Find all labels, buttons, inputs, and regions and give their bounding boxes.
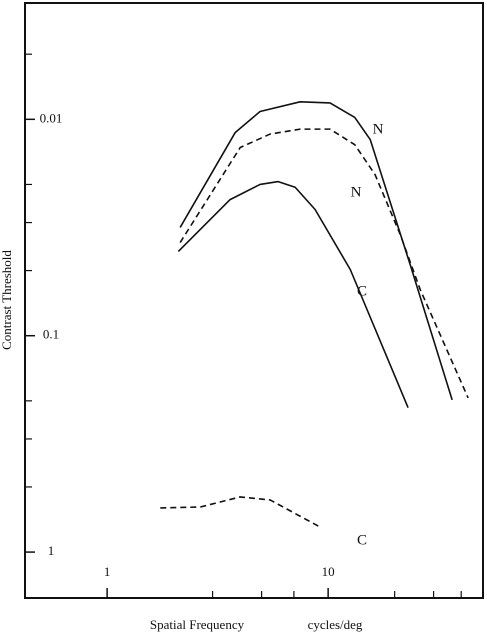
plot-frame	[24, 2, 484, 599]
x-tick-label: 10	[322, 564, 335, 579]
series-line	[160, 496, 321, 528]
series-label: N	[373, 121, 384, 137]
y-tick-label: 0.1	[43, 327, 59, 342]
y-tick-label: 0.01	[40, 110, 63, 125]
series-label: C	[357, 283, 367, 299]
series-line	[177, 180, 409, 408]
x-axis-unit: cycles/deg	[308, 617, 363, 632]
series-line	[179, 101, 453, 401]
series-line	[179, 128, 469, 399]
x-tick-label: 1	[104, 564, 111, 579]
y-axis-label: Contrast Threshold	[0, 250, 14, 350]
series-label: N	[351, 184, 362, 200]
x-axis-label: Spatial Frequency	[150, 617, 245, 632]
series-label: C	[357, 532, 367, 548]
y-tick-label: 1	[48, 543, 55, 558]
